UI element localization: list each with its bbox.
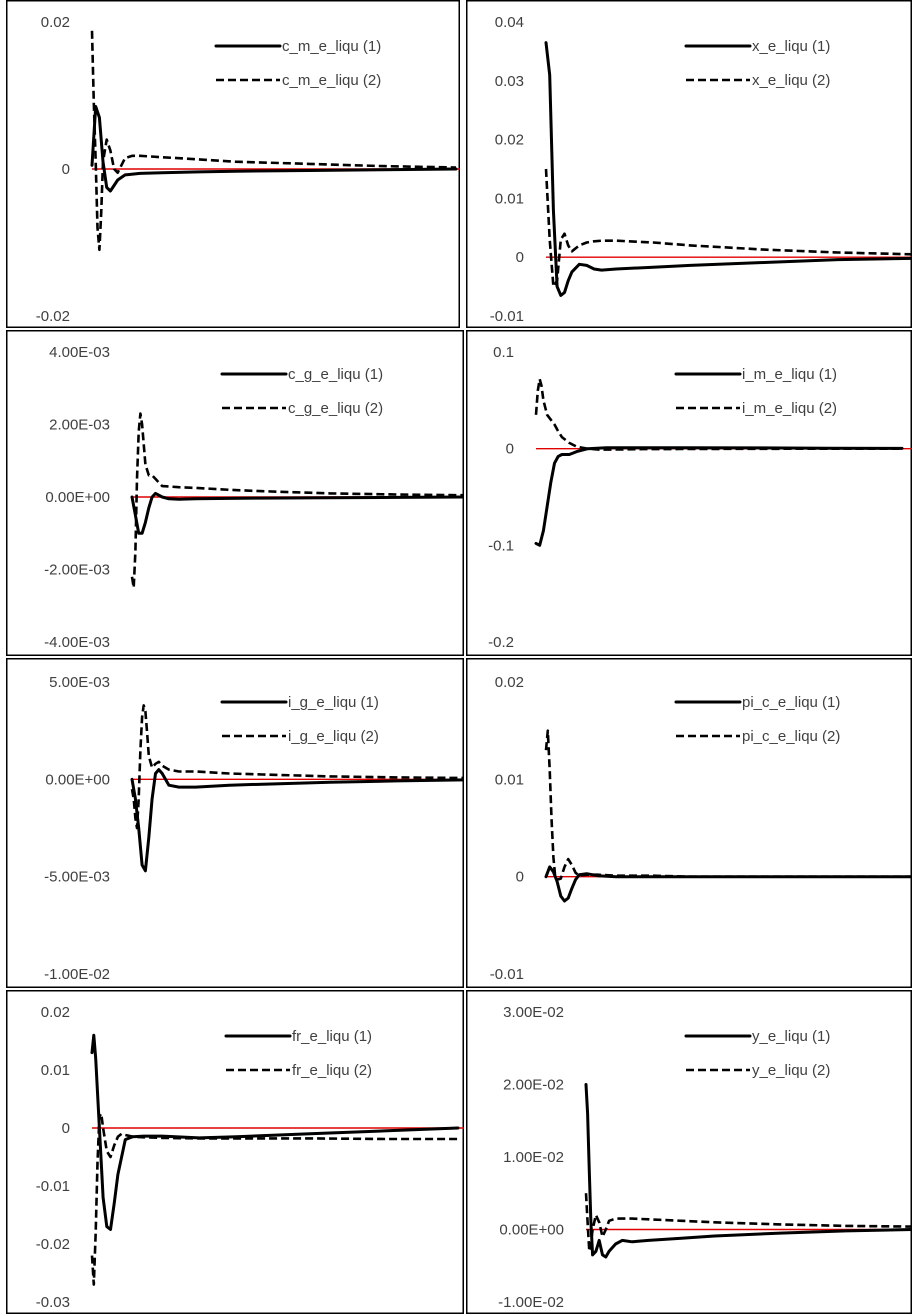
- series-line-1: [90, 1033, 460, 1231]
- chart-svg-4: 0.1 0 -0.1 -0.2 i_m_e_liqu (1) i_m_e_liqu (2): [466, 330, 912, 656]
- chart-panel-2: 0.04 0.03 0.02 0.01 0 -0.01 x_e_liqu (1) x_e_li…: [466, 0, 912, 328]
- y-tick-label: 0.01: [41, 1062, 70, 1079]
- y-tick-label: 0.01: [495, 771, 524, 788]
- y-tick-label: 0.02: [495, 674, 524, 691]
- legend-label-1: c_m_e_liqu (1): [282, 38, 381, 55]
- y-tick-label: 0.1: [493, 344, 514, 361]
- legend-label-2: i_g_e_liqu (2): [288, 728, 379, 745]
- legend-label-1: i_g_e_liqu (1): [288, 694, 379, 711]
- series-line-1: [544, 865, 912, 903]
- y-tick-label: -0.02: [36, 1236, 70, 1253]
- chart-svg-5: 5.00E-03 0.00E+00 -5.00E-03 -1.00E-02 i_g_e_…: [6, 658, 464, 988]
- chart-panel-1: 0.02 0 -0.02 c_m_e_liqu (1) c_m_e_liqu (2): [6, 0, 460, 328]
- legend-label-2: x_e_liqu (2): [752, 72, 830, 89]
- chart-frame: [466, 658, 912, 988]
- legend-label-2: c_g_e_liqu (2): [288, 400, 383, 417]
- legend-label-2: c_m_e_liqu (2): [282, 72, 381, 89]
- legend-label-2: y_e_liqu (2): [752, 1062, 830, 1079]
- series-line-1: [130, 491, 464, 535]
- chart-panel-8: 3.00E-02 2.00E-02 1.00E-02 0.00E+00 -1.00E-0…: [466, 990, 912, 1314]
- chart-panel-5: 5.00E-03 0.00E+00 -5.00E-03 -1.00E-02 i_g_e_…: [6, 658, 464, 988]
- chart-frame: [466, 0, 912, 328]
- y-tick-label: -1.00E-02: [44, 966, 110, 983]
- chart-svg-3: 4.00E-03 2.00E-03 0.00E+00 -2.00E-03 -4.00E-…: [6, 330, 464, 656]
- chart-frame: [466, 330, 912, 656]
- y-tick-label: -0.2: [488, 634, 514, 651]
- legend-label-1: pi_c_e_liqu (1): [742, 694, 840, 711]
- y-tick-label: 0.02: [41, 14, 70, 31]
- series-line-2: [584, 1193, 912, 1253]
- series-line-2: [130, 704, 464, 830]
- y-tick-label: 1.00E-02: [503, 1149, 564, 1166]
- chart-svg-8: 3.00E-02 2.00E-02 1.00E-02 0.00E+00 -1.00E-0…: [466, 990, 912, 1314]
- y-tick-label: 0: [516, 249, 524, 266]
- y-tick-label: 0.02: [41, 1004, 70, 1021]
- chart-svg-2: 0.04 0.03 0.02 0.01 0 -0.01 x_e_liqu (1) x_e_li…: [466, 0, 912, 328]
- y-tick-label: -0.01: [36, 1178, 70, 1195]
- series-line-1: [584, 1083, 912, 1259]
- chart-panel-6: 0.02 0.01 0 -0.01 pi_c_e_liqu (1) pi_c_e_liqu…: [466, 658, 912, 988]
- y-tick-label: 0: [516, 869, 524, 886]
- legend-label-1: y_e_liqu (1): [752, 1028, 830, 1045]
- legend-label-1: i_m_e_liqu (1): [742, 366, 837, 383]
- series-line-1: [90, 105, 458, 193]
- chart-svg-7: 0.02 0.01 0 -0.01 -0.02 -0.03 fr_e_liqu (1) fr_…: [6, 990, 464, 1314]
- y-tick-label: -0.1: [488, 537, 514, 554]
- y-tick-label: 0.04: [495, 14, 524, 31]
- y-tick-label: -1.00E-02: [498, 1294, 564, 1311]
- y-tick-label: -5.00E-03: [44, 869, 110, 886]
- legend-label-1: fr_e_liqu (1): [292, 1028, 372, 1045]
- y-tick-label: -0.02: [36, 308, 70, 325]
- series-line-1: [544, 41, 912, 297]
- chart-frame: [6, 0, 460, 328]
- y-tick-label: 4.00E-03: [49, 344, 110, 361]
- y-tick-label: 0.02: [495, 132, 524, 149]
- series-line-2: [544, 729, 912, 881]
- chart-svg-6: 0.02 0.01 0 -0.01 pi_c_e_liqu (1) pi_c_e_liqu…: [466, 658, 912, 988]
- series-line-2: [90, 30, 457, 252]
- y-tick-label: -0.03: [36, 1294, 70, 1311]
- chart-frame: [6, 330, 464, 656]
- chart-panel-3: 4.00E-03 2.00E-03 0.00E+00 -2.00E-03 -4.00E-…: [6, 330, 464, 656]
- y-tick-label: -2.00E-03: [44, 562, 110, 579]
- chart-svg-1: 0.02 0 -0.02 c_m_e_liqu (1) c_m_e_liqu (2): [6, 0, 460, 328]
- legend-label-2: pi_c_e_liqu (2): [742, 728, 840, 745]
- y-tick-label: 0.00E+00: [45, 771, 110, 788]
- series-line-2: [130, 412, 464, 589]
- y-tick-label: 0: [506, 441, 514, 458]
- y-tick-label: -0.01: [490, 966, 524, 983]
- y-tick-label: 3.00E-02: [503, 1004, 564, 1021]
- series-line-1: [534, 446, 904, 547]
- legend-label-2: fr_e_liqu (2): [292, 1062, 372, 1079]
- legend-label-2: i_m_e_liqu (2): [742, 400, 837, 417]
- chart-frame: [6, 990, 464, 1314]
- y-tick-label: 0.00E+00: [45, 489, 110, 506]
- series-line-2: [90, 1112, 458, 1286]
- y-tick-label: 2.00E-02: [503, 1077, 564, 1094]
- legend-label-1: x_e_liqu (1): [752, 38, 830, 55]
- chart-frame: [466, 990, 912, 1314]
- y-tick-label: 5.00E-03: [49, 674, 110, 691]
- series-line-2: [534, 377, 902, 451]
- chart-panel-7: 0.02 0.01 0 -0.01 -0.02 -0.03 fr_e_liqu (1) fr_…: [6, 990, 464, 1314]
- y-tick-label: -4.00E-03: [44, 634, 110, 651]
- chart-frame: [6, 658, 464, 988]
- y-tick-label: 0: [62, 1120, 70, 1137]
- chart-panel-4: 0.1 0 -0.1 -0.2 i_m_e_liqu (1) i_m_e_liqu (2): [466, 330, 912, 656]
- y-tick-label: 0: [62, 161, 70, 178]
- y-tick-label: 0.00E+00: [499, 1222, 564, 1239]
- series-line-1: [130, 768, 464, 873]
- y-tick-label: 0.03: [495, 73, 524, 90]
- y-tick-label: 2.00E-03: [49, 417, 110, 434]
- y-tick-label: 0.01: [495, 190, 524, 207]
- series-line-2: [544, 168, 912, 288]
- y-tick-label: -0.01: [490, 308, 524, 325]
- legend-label-1: c_g_e_liqu (1): [288, 366, 383, 383]
